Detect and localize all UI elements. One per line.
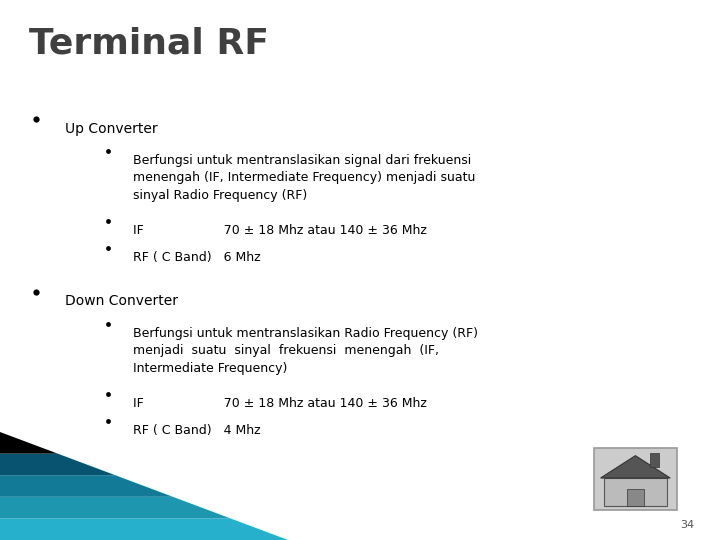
Polygon shape <box>0 518 288 540</box>
Text: Down Converter: Down Converter <box>65 294 178 308</box>
Text: Up Converter: Up Converter <box>65 122 158 136</box>
Polygon shape <box>0 454 115 475</box>
Text: Terminal RF: Terminal RF <box>29 27 269 61</box>
Text: Berfungsi untuk mentranslasikan Radio Frequency (RF)
menjadi  suatu  sinyal  fre: Berfungsi untuk mentranslasikan Radio Fr… <box>133 327 478 375</box>
Text: IF                    70 ± 18 Mhz atau 140 ± 36 Mhz: IF 70 ± 18 Mhz atau 140 ± 36 Mhz <box>133 397 427 410</box>
Polygon shape <box>600 456 670 478</box>
Polygon shape <box>0 475 173 497</box>
Text: 34: 34 <box>680 520 695 530</box>
Bar <box>594 448 677 510</box>
Bar <box>650 453 659 467</box>
Text: RF ( C Band)   4 Mhz: RF ( C Band) 4 Mhz <box>133 424 261 437</box>
Text: RF ( C Band)   6 Mhz: RF ( C Band) 6 Mhz <box>133 251 261 264</box>
Text: Berfungsi untuk mentranslasikan signal dari frekuensi
menengah (IF, Intermediate: Berfungsi untuk mentranslasikan signal d… <box>133 154 476 202</box>
Bar <box>627 489 644 506</box>
Bar <box>604 478 667 506</box>
Polygon shape <box>0 432 58 454</box>
Text: IF                    70 ± 18 Mhz atau 140 ± 36 Mhz: IF 70 ± 18 Mhz atau 140 ± 36 Mhz <box>133 224 427 237</box>
Polygon shape <box>0 497 230 518</box>
